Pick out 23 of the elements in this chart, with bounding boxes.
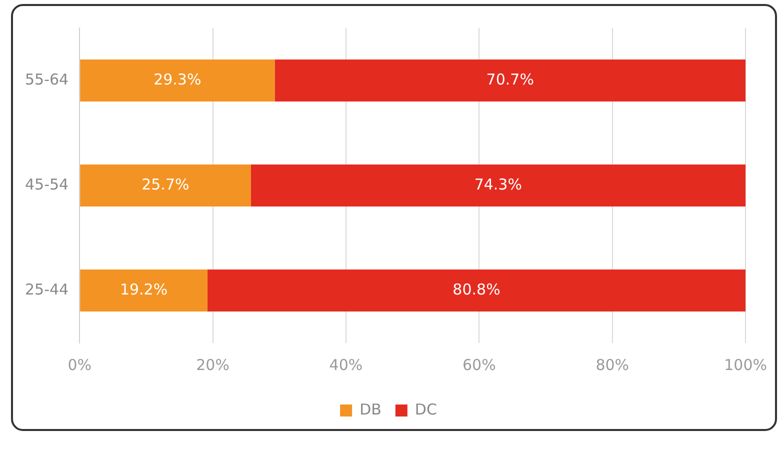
bar xyxy=(80,270,208,312)
data-label: 25.7% xyxy=(142,175,190,194)
data-label: 80.8% xyxy=(452,280,500,298)
data-label: 19.2% xyxy=(120,280,168,298)
y-tick-label: 25-44 xyxy=(24,280,69,298)
bar xyxy=(250,164,746,206)
y-tick-label: 45-54 xyxy=(24,175,69,194)
x-tick-label: 20% xyxy=(196,356,230,374)
data-label: 74.3% xyxy=(474,175,522,194)
x-tick-label: 80% xyxy=(596,356,630,374)
bar xyxy=(80,164,251,206)
bar xyxy=(274,60,746,102)
legend-label: DB xyxy=(360,400,382,418)
bar xyxy=(207,270,746,312)
data-label: 29.3% xyxy=(154,70,202,88)
x-tick-label: 100% xyxy=(724,356,768,374)
bar xyxy=(80,60,275,102)
x-tick-label: 40% xyxy=(329,356,363,374)
x-tick-label: 0% xyxy=(68,356,92,374)
y-tick-label: 55-64 xyxy=(24,70,69,88)
x-tick-label: 60% xyxy=(462,356,496,374)
legend-label: DC xyxy=(414,400,437,418)
data-label: 70.7% xyxy=(486,70,534,88)
